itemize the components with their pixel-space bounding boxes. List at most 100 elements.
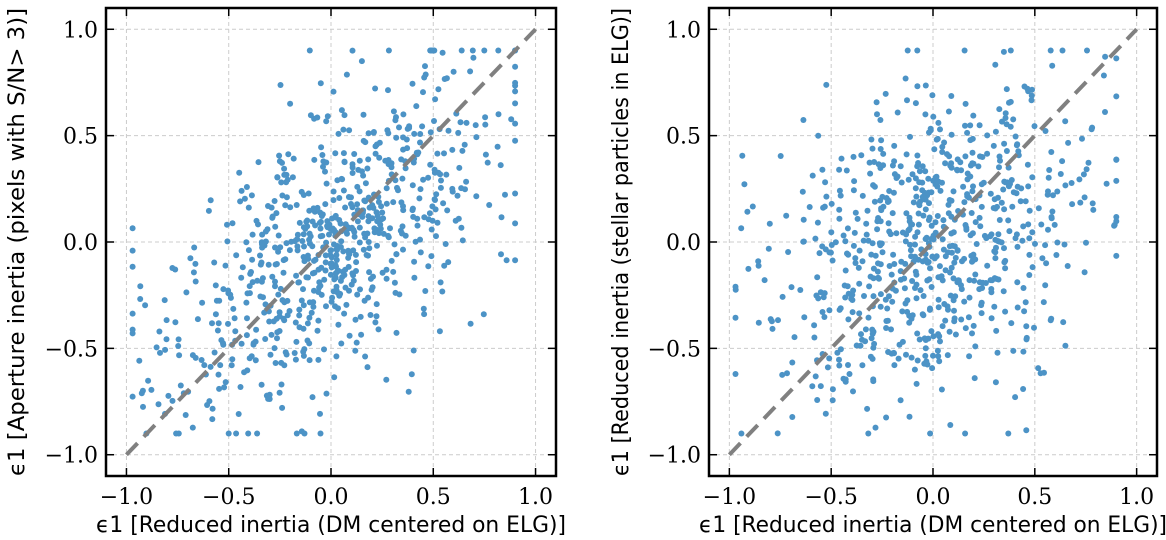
scatter-point [996, 106, 1003, 113]
scatter-point [969, 149, 976, 156]
scatter-point [829, 397, 836, 404]
scatter-point [836, 356, 842, 363]
scatter-point [433, 233, 439, 240]
scatter-point [296, 306, 303, 313]
scatter-point [473, 134, 480, 141]
scatter-point [175, 336, 182, 343]
scatter-point [934, 347, 941, 354]
scatter-point [362, 180, 369, 187]
scatter-point [409, 205, 416, 212]
scatter-point [129, 225, 136, 232]
scatter-point [367, 312, 374, 318]
scatter-point [309, 394, 316, 401]
scatter-point [250, 341, 257, 348]
scatter-point [199, 299, 206, 306]
scatter-point [895, 355, 902, 362]
scatter-point [996, 217, 1003, 223]
scatter-point [1014, 183, 1021, 190]
scatter-point [823, 81, 830, 88]
scatter-point [937, 187, 944, 194]
scatter-point [983, 235, 990, 242]
scatter-point [183, 289, 190, 296]
scatter-point [880, 162, 887, 169]
scatter-point [145, 377, 152, 384]
scatter-point [744, 208, 751, 215]
scatter-point [952, 293, 959, 300]
scatter-point [246, 290, 253, 297]
scatter-point [311, 156, 318, 163]
scatter-point [883, 318, 890, 324]
scatter-point [1002, 110, 1009, 117]
scatter-point [331, 374, 338, 381]
scatter-point [909, 221, 916, 228]
scatter-point [427, 161, 434, 168]
scatter-point [1053, 252, 1060, 258]
scatter-point [990, 142, 997, 149]
scatter-point [817, 383, 824, 390]
scatter-point [330, 88, 337, 95]
scatter-point [436, 328, 443, 335]
scatter-point [952, 254, 959, 261]
scatter-point [911, 366, 918, 373]
scatter-point [332, 150, 339, 157]
scatter-point [438, 177, 444, 184]
scatter-point [148, 386, 155, 393]
scatter-point [907, 247, 914, 254]
scatter-point [129, 330, 136, 337]
scatter-point [877, 197, 884, 204]
scatter-point [375, 199, 382, 205]
scatter-point [992, 61, 999, 68]
scatter-point [404, 145, 411, 152]
scatter-point [814, 274, 821, 281]
scatter-point [1028, 97, 1035, 104]
scatter-point [283, 240, 290, 247]
scatter-point [972, 256, 979, 263]
scatter-point [988, 315, 995, 322]
scatter-point [421, 311, 428, 318]
scatter-point [427, 129, 434, 136]
scatter-point [441, 262, 448, 269]
scatter-point [1020, 348, 1027, 355]
scatter-point [1111, 221, 1118, 228]
scatter-point [967, 122, 974, 129]
scatter-point [1019, 237, 1026, 244]
scatter-point [512, 257, 519, 264]
scatter-point [308, 309, 315, 316]
scatter-point [845, 316, 852, 323]
scatter-point [867, 353, 874, 360]
scatter-point [317, 233, 324, 240]
scatter-point [871, 159, 878, 165]
scatter-point [850, 242, 857, 249]
scatter-point [1003, 148, 1010, 154]
scatter-point [330, 197, 337, 204]
scatter-point [307, 112, 314, 119]
scatter-point [1045, 174, 1052, 181]
scatter-point [783, 212, 790, 219]
scatter-point [441, 76, 448, 82]
scatter-point [358, 331, 365, 338]
scatter-point [335, 321, 342, 328]
scatter-point [351, 229, 358, 235]
scatter-point [784, 370, 790, 377]
scatter-point [774, 430, 781, 437]
scatter-point [765, 245, 772, 252]
scatter-point [317, 80, 324, 87]
scatter-point [863, 231, 870, 238]
scatter-point [262, 228, 269, 235]
scatter-point [235, 411, 242, 417]
scatter-point [937, 126, 943, 133]
scatter-point [968, 210, 975, 216]
scatter-point [854, 215, 861, 222]
scatter-point [867, 170, 874, 177]
scatter-point [390, 108, 397, 115]
scatter-point [268, 331, 275, 338]
scatter-point [327, 271, 334, 278]
scatter-point [349, 164, 356, 171]
scatter-point [443, 171, 450, 178]
scatter-point [215, 320, 222, 327]
scatter-point [913, 380, 920, 387]
scatter-point [437, 171, 444, 178]
scatter-point [850, 388, 856, 395]
scatter-point [879, 249, 886, 256]
scatter-point [948, 197, 955, 204]
